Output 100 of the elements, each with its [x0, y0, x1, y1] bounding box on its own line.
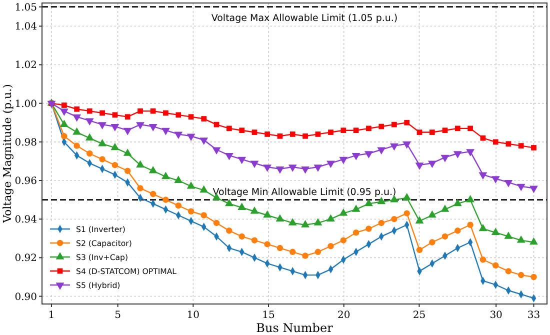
point	[162, 128, 170, 136]
point	[98, 139, 106, 146]
point	[340, 237, 347, 244]
x-axis-title: Bus Number	[256, 321, 334, 335]
point	[138, 108, 143, 114]
point	[429, 130, 435, 135]
point	[200, 138, 208, 145]
point	[364, 198, 373, 206]
y-tick-label: 1.02	[14, 60, 37, 72]
point	[339, 156, 348, 164]
x-tick-label: 30	[490, 310, 502, 321]
point	[453, 198, 462, 206]
point	[314, 248, 322, 256]
point	[288, 218, 297, 226]
point	[352, 229, 360, 236]
y-tick-label: 0.92	[14, 253, 37, 264]
point	[175, 202, 182, 209]
point	[353, 128, 359, 134]
point	[110, 124, 120, 132]
point	[415, 162, 424, 170]
point	[72, 114, 82, 122]
point	[504, 232, 513, 239]
point	[339, 208, 348, 216]
point	[315, 132, 321, 137]
point	[518, 272, 524, 278]
point	[136, 122, 144, 130]
point	[504, 180, 513, 188]
point	[74, 106, 80, 112]
point	[264, 241, 270, 248]
x-tick-label: 5	[114, 310, 121, 321]
point	[442, 233, 448, 240]
point	[276, 166, 284, 174]
point	[112, 112, 118, 118]
point	[123, 128, 132, 136]
point	[61, 133, 68, 140]
point	[74, 142, 80, 149]
point	[238, 233, 245, 240]
y-tick-label: 0.94	[14, 214, 37, 226]
point	[288, 164, 297, 172]
point	[302, 252, 308, 259]
point	[123, 148, 132, 156]
point	[188, 114, 194, 120]
point	[416, 130, 422, 135]
y-tick-label: 0.98	[14, 137, 37, 148]
point	[200, 185, 208, 193]
point	[440, 204, 450, 212]
point	[176, 112, 182, 118]
point	[390, 143, 398, 151]
point	[264, 132, 270, 137]
point	[530, 237, 538, 245]
point	[377, 196, 386, 204]
y-tick-label: 0.90	[14, 292, 37, 303]
point	[162, 196, 169, 203]
point	[506, 141, 512, 147]
y-tick-label: 0.96	[14, 176, 37, 188]
point	[453, 151, 462, 158]
ref-line-label: Voltage Min Allowable Limit (0.95 p.u.)	[212, 186, 396, 198]
x-tick-label: 15	[262, 310, 275, 321]
point	[340, 128, 346, 134]
point	[478, 172, 488, 180]
point	[366, 226, 372, 232]
point	[186, 134, 196, 141]
point	[440, 154, 450, 162]
x-tick-label: 1	[48, 310, 55, 321]
point	[352, 204, 360, 212]
point	[391, 216, 398, 222]
point	[301, 220, 310, 228]
point	[364, 151, 373, 158]
ref-line-label: Voltage Max Allowable Limit (1.05 p.u.)	[211, 12, 398, 24]
point	[250, 160, 259, 168]
point	[328, 243, 334, 250]
y-tick-label: 1.04	[14, 22, 37, 33]
y-axis-title: Voltage Magnitude (p.u.)	[1, 84, 14, 224]
point	[251, 237, 258, 244]
point	[467, 222, 474, 228]
point	[226, 126, 232, 132]
point	[200, 212, 207, 218]
point	[277, 133, 283, 139]
point	[404, 120, 410, 126]
point	[188, 208, 194, 214]
point	[429, 239, 436, 246]
point	[148, 166, 158, 174]
point	[110, 142, 120, 150]
point	[163, 110, 168, 116]
point	[98, 122, 106, 130]
y-tick-label: 1.05	[14, 2, 37, 14]
point	[301, 166, 310, 174]
point	[61, 102, 67, 108]
point	[402, 193, 412, 200]
point	[201, 116, 207, 122]
point	[480, 256, 486, 263]
x-tick-label: 10	[186, 310, 200, 321]
point	[150, 108, 156, 114]
point	[352, 153, 360, 160]
point	[366, 126, 372, 132]
point	[150, 190, 156, 198]
point	[416, 246, 423, 254]
point	[60, 108, 68, 116]
point	[428, 210, 436, 218]
point	[162, 172, 170, 180]
